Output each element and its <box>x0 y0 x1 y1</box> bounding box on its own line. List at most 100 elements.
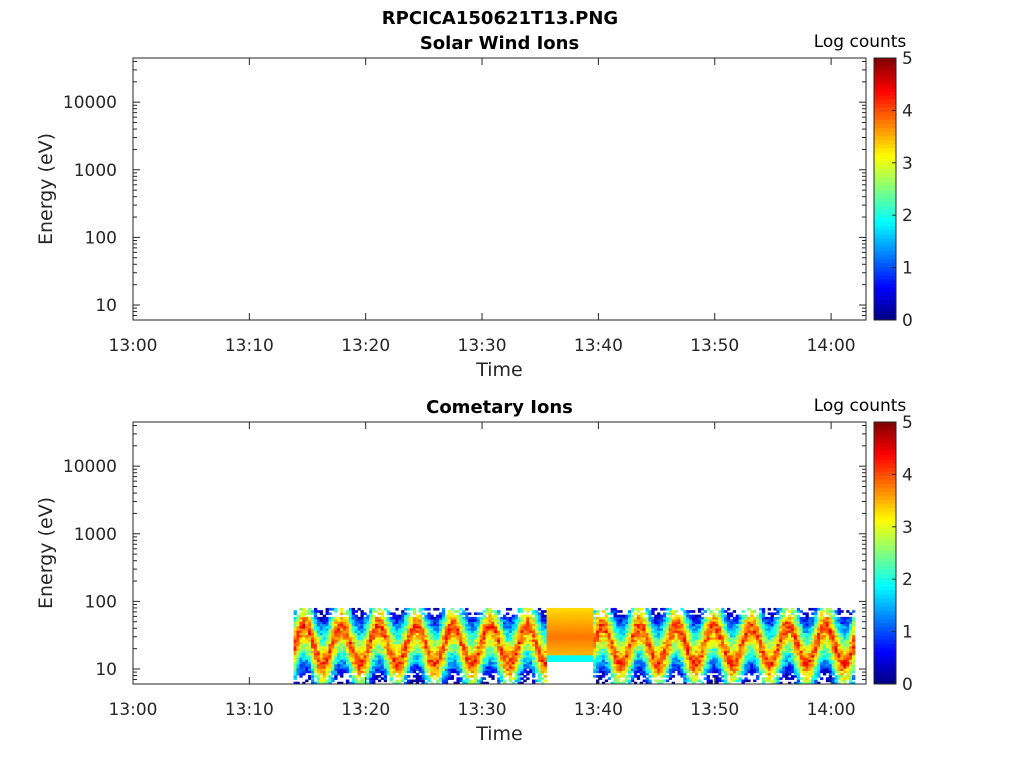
heatmap-cell <box>351 675 356 678</box>
heatmap-cell <box>756 639 760 642</box>
heatmap-cell <box>468 657 472 660</box>
heatmap-cell <box>447 670 452 674</box>
heatmap-cell <box>671 610 676 613</box>
heatmap-cell <box>756 648 760 651</box>
heatmap-cell <box>409 681 414 685</box>
heatmap-cell <box>729 675 734 678</box>
heatmap-cell <box>607 670 612 674</box>
heatmap-cell <box>427 648 431 651</box>
heatmap-cell <box>724 677 728 680</box>
x-tick-label: 13:50 <box>690 336 739 356</box>
heatmap-cell <box>572 628 577 631</box>
heatmap-cell <box>703 610 708 613</box>
heatmap-cell <box>340 610 344 613</box>
heatmap-cell <box>686 632 690 636</box>
heatmap-cell <box>558 645 562 649</box>
heatmap-cell <box>433 677 437 680</box>
heatmap-cell <box>311 661 315 665</box>
heatmap-cell <box>549 612 553 616</box>
heatmap-cell <box>578 634 582 638</box>
heatmap-cell <box>296 630 300 633</box>
heatmap-cell <box>651 612 655 616</box>
heatmap-cell <box>293 661 297 665</box>
heatmap-cell <box>660 668 664 671</box>
heatmap-cell <box>308 675 312 678</box>
heatmap-cell <box>526 652 530 656</box>
heatmap-cell <box>564 616 568 620</box>
heatmap-cell <box>412 639 417 642</box>
heatmap-cell <box>761 661 766 665</box>
heatmap-cell <box>383 650 388 654</box>
colorbar-band <box>874 262 896 268</box>
heatmap-cell <box>645 654 649 658</box>
heatmap-cell <box>671 641 676 645</box>
heatmap-cell <box>348 619 353 622</box>
heatmap-cell <box>534 668 539 671</box>
heatmap-cell <box>299 625 303 629</box>
heatmap-cell <box>593 639 597 642</box>
heatmap-cell <box>380 616 385 620</box>
heatmap-cell <box>735 623 739 627</box>
heatmap-cell <box>351 652 356 656</box>
heatmap-cell <box>601 681 606 685</box>
heatmap-cell <box>331 625 335 629</box>
heatmap-cell <box>511 643 516 647</box>
heatmap-cell <box>706 643 710 647</box>
heatmap-cell <box>657 616 661 620</box>
heatmap-cell <box>386 639 390 642</box>
heatmap-cell <box>485 663 489 667</box>
heatmap-cell <box>514 619 518 622</box>
heatmap-cell <box>427 679 431 683</box>
heatmap-cell <box>465 677 469 680</box>
heatmap-cell <box>444 650 449 654</box>
heatmap-cell <box>479 637 484 640</box>
heatmap-cell <box>767 677 771 680</box>
heatmap-cell <box>360 637 364 640</box>
heatmap-cell <box>607 668 612 671</box>
heatmap-cell <box>470 639 475 642</box>
heatmap-cell <box>724 648 728 651</box>
heatmap-cell <box>520 681 524 685</box>
heatmap-cell <box>398 659 402 663</box>
heatmap-cell <box>715 654 719 658</box>
heatmap-cell <box>517 659 521 663</box>
heatmap-cell <box>683 648 687 651</box>
heatmap-cell <box>337 650 341 654</box>
heatmap-cell <box>505 659 510 663</box>
heatmap-cell <box>689 652 693 656</box>
heatmap-cell <box>502 616 507 620</box>
heatmap-cell <box>447 619 452 622</box>
heatmap-cell <box>581 625 585 629</box>
heatmap-cell <box>706 625 710 629</box>
heatmap-cell <box>619 614 623 618</box>
heatmap-cell <box>436 634 440 638</box>
heatmap-cell <box>389 657 393 660</box>
heatmap-cell <box>636 677 641 680</box>
heatmap-cell <box>636 661 641 665</box>
heatmap-cell <box>311 659 315 663</box>
heatmap-cell <box>729 619 734 622</box>
heatmap-cell <box>363 654 367 658</box>
heatmap-cell <box>718 639 722 642</box>
heatmap-cell <box>724 659 728 663</box>
heatmap-cell <box>433 668 437 671</box>
heatmap-cell <box>340 681 344 685</box>
heatmap-cell <box>438 623 443 627</box>
heatmap-cell <box>485 610 489 613</box>
heatmap-cell <box>630 652 635 656</box>
heatmap-cell <box>293 654 297 658</box>
heatmap-cell <box>450 643 454 647</box>
heatmap-cell <box>761 628 766 631</box>
heatmap-cell <box>386 623 390 627</box>
heatmap-cell <box>488 614 492 618</box>
heatmap-cell <box>488 639 492 642</box>
heatmap-cell <box>380 637 385 640</box>
heatmap-cell <box>636 657 641 660</box>
heatmap-cell <box>436 637 440 640</box>
heatmap-cell <box>296 650 300 654</box>
heatmap-cell <box>514 632 518 636</box>
heatmap-cell <box>726 659 731 663</box>
heatmap-cell <box>642 663 646 667</box>
heatmap-cell <box>322 623 326 627</box>
heatmap-cell <box>546 659 550 663</box>
